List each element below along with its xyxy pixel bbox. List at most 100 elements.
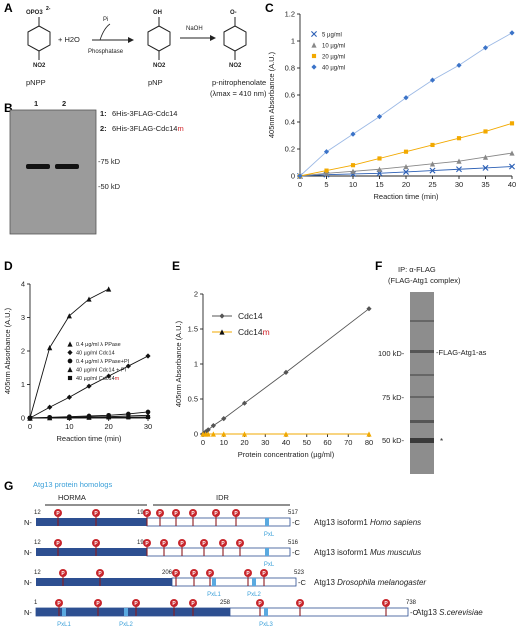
ip-marker-75: 75 kD- <box>382 393 405 402</box>
x-tick-label: 5 <box>324 180 328 189</box>
mid-residue: 190 <box>137 510 148 516</box>
x-tick-label: 15 <box>375 180 383 189</box>
x-tick-label: 80 <box>365 438 373 447</box>
data-point <box>66 313 72 319</box>
data-point <box>205 431 211 437</box>
pnpp-group-label: OPO3 <box>26 10 43 16</box>
data-point <box>509 163 515 170</box>
phenolate-label: p-nitrophenolate <box>212 78 266 87</box>
phospho-site-icon <box>190 569 198 577</box>
phospho-site-icon <box>256 599 264 607</box>
x-tick-label: 10 <box>349 180 357 189</box>
y-tick-label: 1 <box>21 380 25 389</box>
phospho-p: P <box>208 571 212 577</box>
n-term: N- <box>24 578 32 587</box>
end-residue: 523 <box>294 570 305 576</box>
mid-residue: 258 <box>220 600 231 606</box>
phospho-site-icon <box>296 599 304 607</box>
pxl-label: PxL2 <box>119 622 133 628</box>
legend-marker <box>67 341 73 347</box>
x-tick-label: 30 <box>455 180 463 189</box>
x-tick-label: 50 <box>303 438 311 447</box>
y-tick-label: 2 <box>21 347 25 356</box>
x-tick-label: 10 <box>220 438 228 447</box>
legend-marker <box>219 329 225 335</box>
phospho-site-icon <box>92 509 100 517</box>
legend-2-num: 2: <box>100 124 107 133</box>
protein-row: N-12 190 -C 517 PxL P P P P P P P P Atg13 isoform1 Ho… <box>24 509 421 538</box>
phospho-p: P <box>57 601 61 607</box>
y-tick-label: 1 <box>194 360 198 369</box>
pnpp-label: pNPP <box>26 78 46 87</box>
marker-50kd: -50 kD <box>98 182 121 191</box>
phospho-site-icon <box>382 599 390 607</box>
phospho-p: P <box>191 511 195 517</box>
marker-75kd: -75 kD <box>98 157 121 166</box>
y-tick-label: 1.5 <box>188 325 198 334</box>
phospho-p: P <box>384 601 388 607</box>
phospho-site-icon <box>156 509 164 517</box>
mid-residue: 206 <box>162 570 173 576</box>
protein-name: Atg13 Drosophila melanogaster <box>314 578 426 587</box>
c-term: -C <box>298 578 306 587</box>
y-axis-label: 405nm Absorbance (A.U.) <box>267 51 276 138</box>
x-tick-label: 40 <box>508 180 516 189</box>
enzyme-label: Phosphatase <box>88 49 124 55</box>
legend-2: 6His-3FLAG-Cdc14m <box>112 124 184 133</box>
data-point <box>509 150 515 156</box>
phospho-p: P <box>174 571 178 577</box>
water-label: + H2O <box>58 35 80 44</box>
data-point <box>376 166 383 172</box>
pnpp-structure: OPO3 2- NO2 pNPP <box>26 6 51 87</box>
y-tick-label: 4 <box>21 280 25 289</box>
pxl-motif <box>252 578 256 586</box>
data-point <box>66 394 72 400</box>
pxl-motif <box>62 608 66 616</box>
legend: 0.4 µg/ml λ PPase 40 µg/ml Cdc14 0.4 µg/ml… <box>67 341 130 382</box>
phospho-site-icon <box>160 539 168 547</box>
phospho-site-icon <box>189 599 197 607</box>
horma-label: HORMA <box>58 493 86 502</box>
pxl-motif <box>124 608 128 616</box>
x-tick-label: 10 <box>65 422 73 431</box>
phenolate-structure: O- NO2 p-nitrophenolate (λmax = 410 nm) <box>210 10 267 98</box>
legend-marker <box>219 313 225 319</box>
ip-marker-50: 50 kD- <box>382 436 405 445</box>
x-tick-label: 25 <box>428 180 436 189</box>
phospho-site-icon <box>54 539 62 547</box>
phospho-p: P <box>94 511 98 517</box>
phospho-site-icon <box>55 599 63 607</box>
legend-label: 10 µg/ml <box>322 44 345 50</box>
x-tick-label: 0 <box>298 180 302 189</box>
y-tick-label: 0.2 <box>285 145 295 154</box>
n-term: N- <box>24 518 32 527</box>
phospho-p: P <box>192 571 196 577</box>
legend-marker <box>311 42 317 48</box>
panel-letter-f: F <box>375 259 382 273</box>
pxl-label: PxL1 <box>57 622 71 628</box>
y-tick-label: 1.2 <box>285 10 295 19</box>
phospho-site-icon <box>206 569 214 577</box>
data-point <box>509 30 515 36</box>
data-point <box>221 416 227 422</box>
end-residue: 738 <box>406 600 417 606</box>
panel-letter-e: E <box>172 259 180 273</box>
data-point <box>323 170 330 176</box>
start-residue: 1 <box>34 600 38 606</box>
phospho-p: P <box>162 541 166 547</box>
data-point <box>456 166 462 173</box>
legend-1: 6His-3FLAG-Cdc14 <box>112 109 177 118</box>
phospho-p: P <box>191 601 195 607</box>
phospho-p: P <box>258 601 262 607</box>
data-point <box>366 306 372 312</box>
legend-1-num: 1: <box>100 109 107 118</box>
legend-marker <box>311 31 317 37</box>
pnpp-nitro: NO2 <box>33 63 46 69</box>
phospho-site-icon <box>260 569 268 577</box>
phospho-p: P <box>202 541 206 547</box>
horma-domain <box>36 578 172 586</box>
x-tick-label: 30 <box>144 422 152 431</box>
data-point <box>221 431 227 437</box>
phospho-p: P <box>98 571 102 577</box>
horma-domain <box>36 548 147 556</box>
